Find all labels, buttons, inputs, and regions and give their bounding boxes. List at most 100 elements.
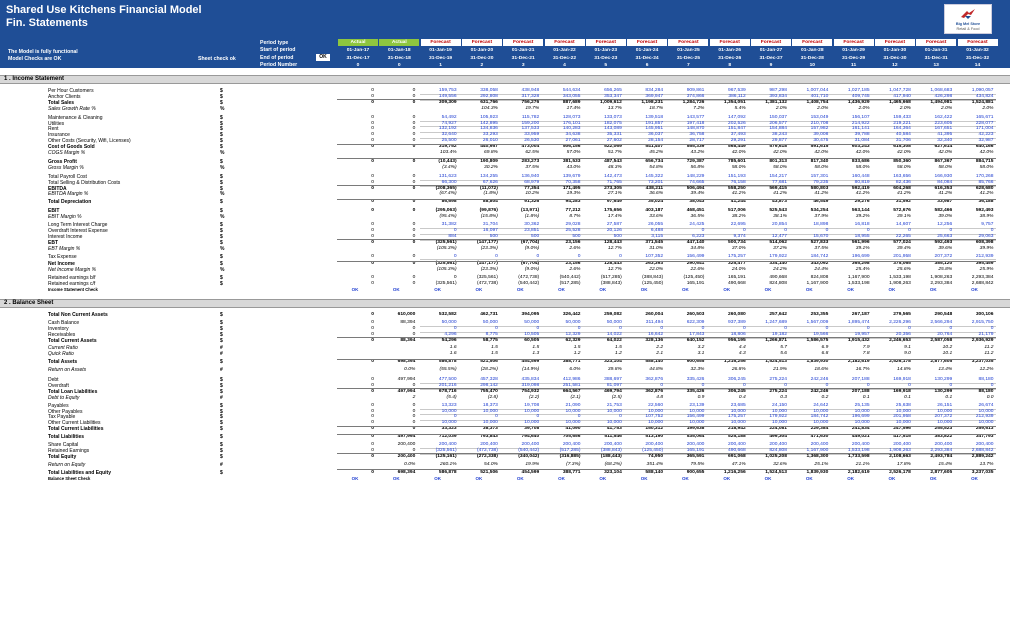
value-cell[interactable]: 242,246 (810, 377, 829, 382)
value-cell[interactable]: 31,704 (482, 222, 498, 227)
value-cell[interactable]: 164,364 (893, 126, 911, 132)
value-cell[interactable]: 0 (701, 382, 705, 388)
value-cell[interactable]: 2,293,384 (930, 447, 953, 453)
value-cell[interactable]: 0 (577, 253, 581, 259)
value-cell[interactable]: 26,010 (482, 138, 498, 144)
value-cell[interactable]: 353,347 (604, 93, 622, 99)
value-cell[interactable]: 0 (949, 325, 953, 331)
value-cell[interactable]: 154,217 (769, 173, 787, 179)
value-cell[interactable]: 115,782 (521, 114, 540, 120)
value-cell[interactable]: 0 (866, 325, 870, 331)
value-cell[interactable]: 200,400 (645, 442, 664, 447)
value-cell[interactable]: 0 (371, 179, 374, 185)
value-cell[interactable]: 0 (412, 402, 416, 408)
value-cell[interactable]: 156,499 (686, 414, 705, 420)
value-cell[interactable]: 401,710 (810, 93, 829, 99)
value-cell[interactable]: 148,229 (686, 173, 705, 179)
value-cell[interactable]: 169,918 (893, 377, 911, 382)
value-cell[interactable]: 22,265 (895, 233, 911, 239)
value-cell[interactable]: 34,638 (565, 132, 581, 138)
value-cell[interactable]: 18,955 (854, 233, 870, 239)
value-cell[interactable]: 31,084 (854, 138, 870, 144)
value-cell[interactable]: 10,000 (937, 408, 953, 414)
value-cell[interactable]: 159,753 (438, 88, 457, 93)
value-cell[interactable]: 22,560 (648, 402, 664, 408)
value-cell[interactable]: 88,180 (978, 377, 994, 382)
value-cell[interactable]: 134,836 (480, 126, 498, 132)
value-cell[interactable]: 10,000 (813, 408, 829, 414)
value-cell[interactable]: 25,528 (565, 227, 581, 233)
value-cell[interactable]: 967,539 (728, 88, 746, 93)
value-cell[interactable]: 201,958 (893, 414, 911, 420)
value-cell[interactable]: 200,400 (975, 442, 994, 447)
value-cell[interactable]: 0 (619, 253, 622, 259)
value-cell[interactable]: 74,665 (689, 179, 705, 185)
value-cell[interactable]: 0 (371, 93, 374, 99)
value-cell[interactable]: 0 (908, 325, 911, 331)
value-cell[interactable]: 0 (371, 120, 374, 126)
value-cell[interactable]: 10,000 (524, 420, 540, 426)
value-cell[interactable]: 28,717 (689, 138, 705, 144)
value-cell[interactable]: 0 (495, 253, 498, 259)
value-cell[interactable]: 200,400 (562, 442, 581, 447)
value-cell[interactable]: 834,284 (645, 88, 664, 93)
value-cell[interactable]: 0 (371, 447, 374, 453)
value-cell[interactable]: 200,400 (934, 442, 953, 447)
value-cell[interactable]: 0 (371, 377, 374, 382)
value-cell[interactable]: 388,697 (604, 377, 622, 382)
value-cell[interactable]: 31,706 (895, 138, 911, 144)
value-cell[interactable]: 145,951 (645, 126, 664, 132)
value-cell[interactable]: 22,695 (730, 222, 746, 227)
value-cell[interactable]: 386,112 (728, 93, 746, 99)
value-cell[interactable]: 13,323 (441, 402, 457, 408)
value-cell[interactable]: 319,098 (521, 382, 540, 388)
value-cell[interactable]: 219,221 (893, 120, 911, 126)
value-cell[interactable]: 0 (453, 325, 457, 331)
value-cell[interactable]: 0 (412, 233, 416, 239)
value-cell[interactable]: (472,738) (476, 447, 498, 453)
value-cell[interactable]: 50,000 (565, 319, 581, 325)
value-cell[interactable]: 20,126 (606, 227, 622, 233)
value-cell[interactable]: 140,283 (562, 126, 581, 132)
value-cell[interactable]: 1,007,044 (806, 88, 829, 93)
value-cell[interactable]: 0 (412, 93, 416, 99)
value-cell[interactable]: 369,947 (645, 93, 664, 99)
value-cell[interactable]: 0 (371, 331, 374, 337)
value-cell[interactable]: 202,526 (728, 120, 746, 126)
value-cell[interactable]: 0 (536, 325, 540, 331)
value-cell[interactable]: 14,607 (895, 222, 911, 227)
value-cell[interactable]: 35,331 (606, 132, 622, 138)
value-cell[interactable]: 150,037 (769, 114, 787, 120)
value-cell[interactable]: 987,298 (769, 88, 787, 93)
value-cell[interactable]: 0 (577, 414, 581, 420)
value-cell[interactable]: 0 (577, 325, 581, 331)
value-cell[interactable]: 0 (784, 382, 787, 388)
value-cell[interactable]: 10,000 (854, 420, 870, 426)
value-cell[interactable]: 25,500 (441, 138, 457, 144)
value-cell[interactable]: 24,642 (813, 402, 829, 408)
value-cell[interactable]: 212,939 (975, 414, 994, 420)
value-cell[interactable]: 201,216 (438, 382, 457, 388)
value-cell[interactable]: 1,908,263 (889, 447, 911, 453)
value-cell[interactable]: 38,243 (772, 132, 787, 138)
value-cell[interactable]: 434,824 (975, 93, 994, 99)
value-cell[interactable]: (540,442) (518, 447, 540, 453)
value-cell[interactable]: 0 (990, 227, 994, 233)
value-cell[interactable]: 50,000 (482, 319, 498, 325)
value-cell[interactable]: 29,028 (565, 222, 581, 227)
value-cell[interactable]: 0 (371, 173, 374, 179)
value-cell[interactable]: 0 (453, 227, 457, 233)
value-cell[interactable]: 3,115 (651, 233, 664, 239)
value-cell[interactable]: 20,854 (772, 222, 787, 227)
value-cell[interactable]: 0 (412, 132, 416, 138)
value-cell[interactable]: 196,699 (851, 414, 870, 420)
value-cell[interactable]: 54,492 (441, 114, 457, 120)
value-cell[interactable]: 214,922 (851, 120, 870, 126)
value-cell[interactable]: 147,092 (728, 114, 746, 120)
value-cell[interactable]: 0 (453, 414, 457, 420)
value-cell[interactable]: 393,834 (769, 93, 787, 99)
value-cell[interactable]: 884 (448, 233, 457, 239)
value-cell[interactable]: 27,587 (606, 222, 622, 227)
value-cell[interactable]: 200,400 (397, 442, 416, 447)
value-cell[interactable]: 156,107 (851, 114, 870, 120)
